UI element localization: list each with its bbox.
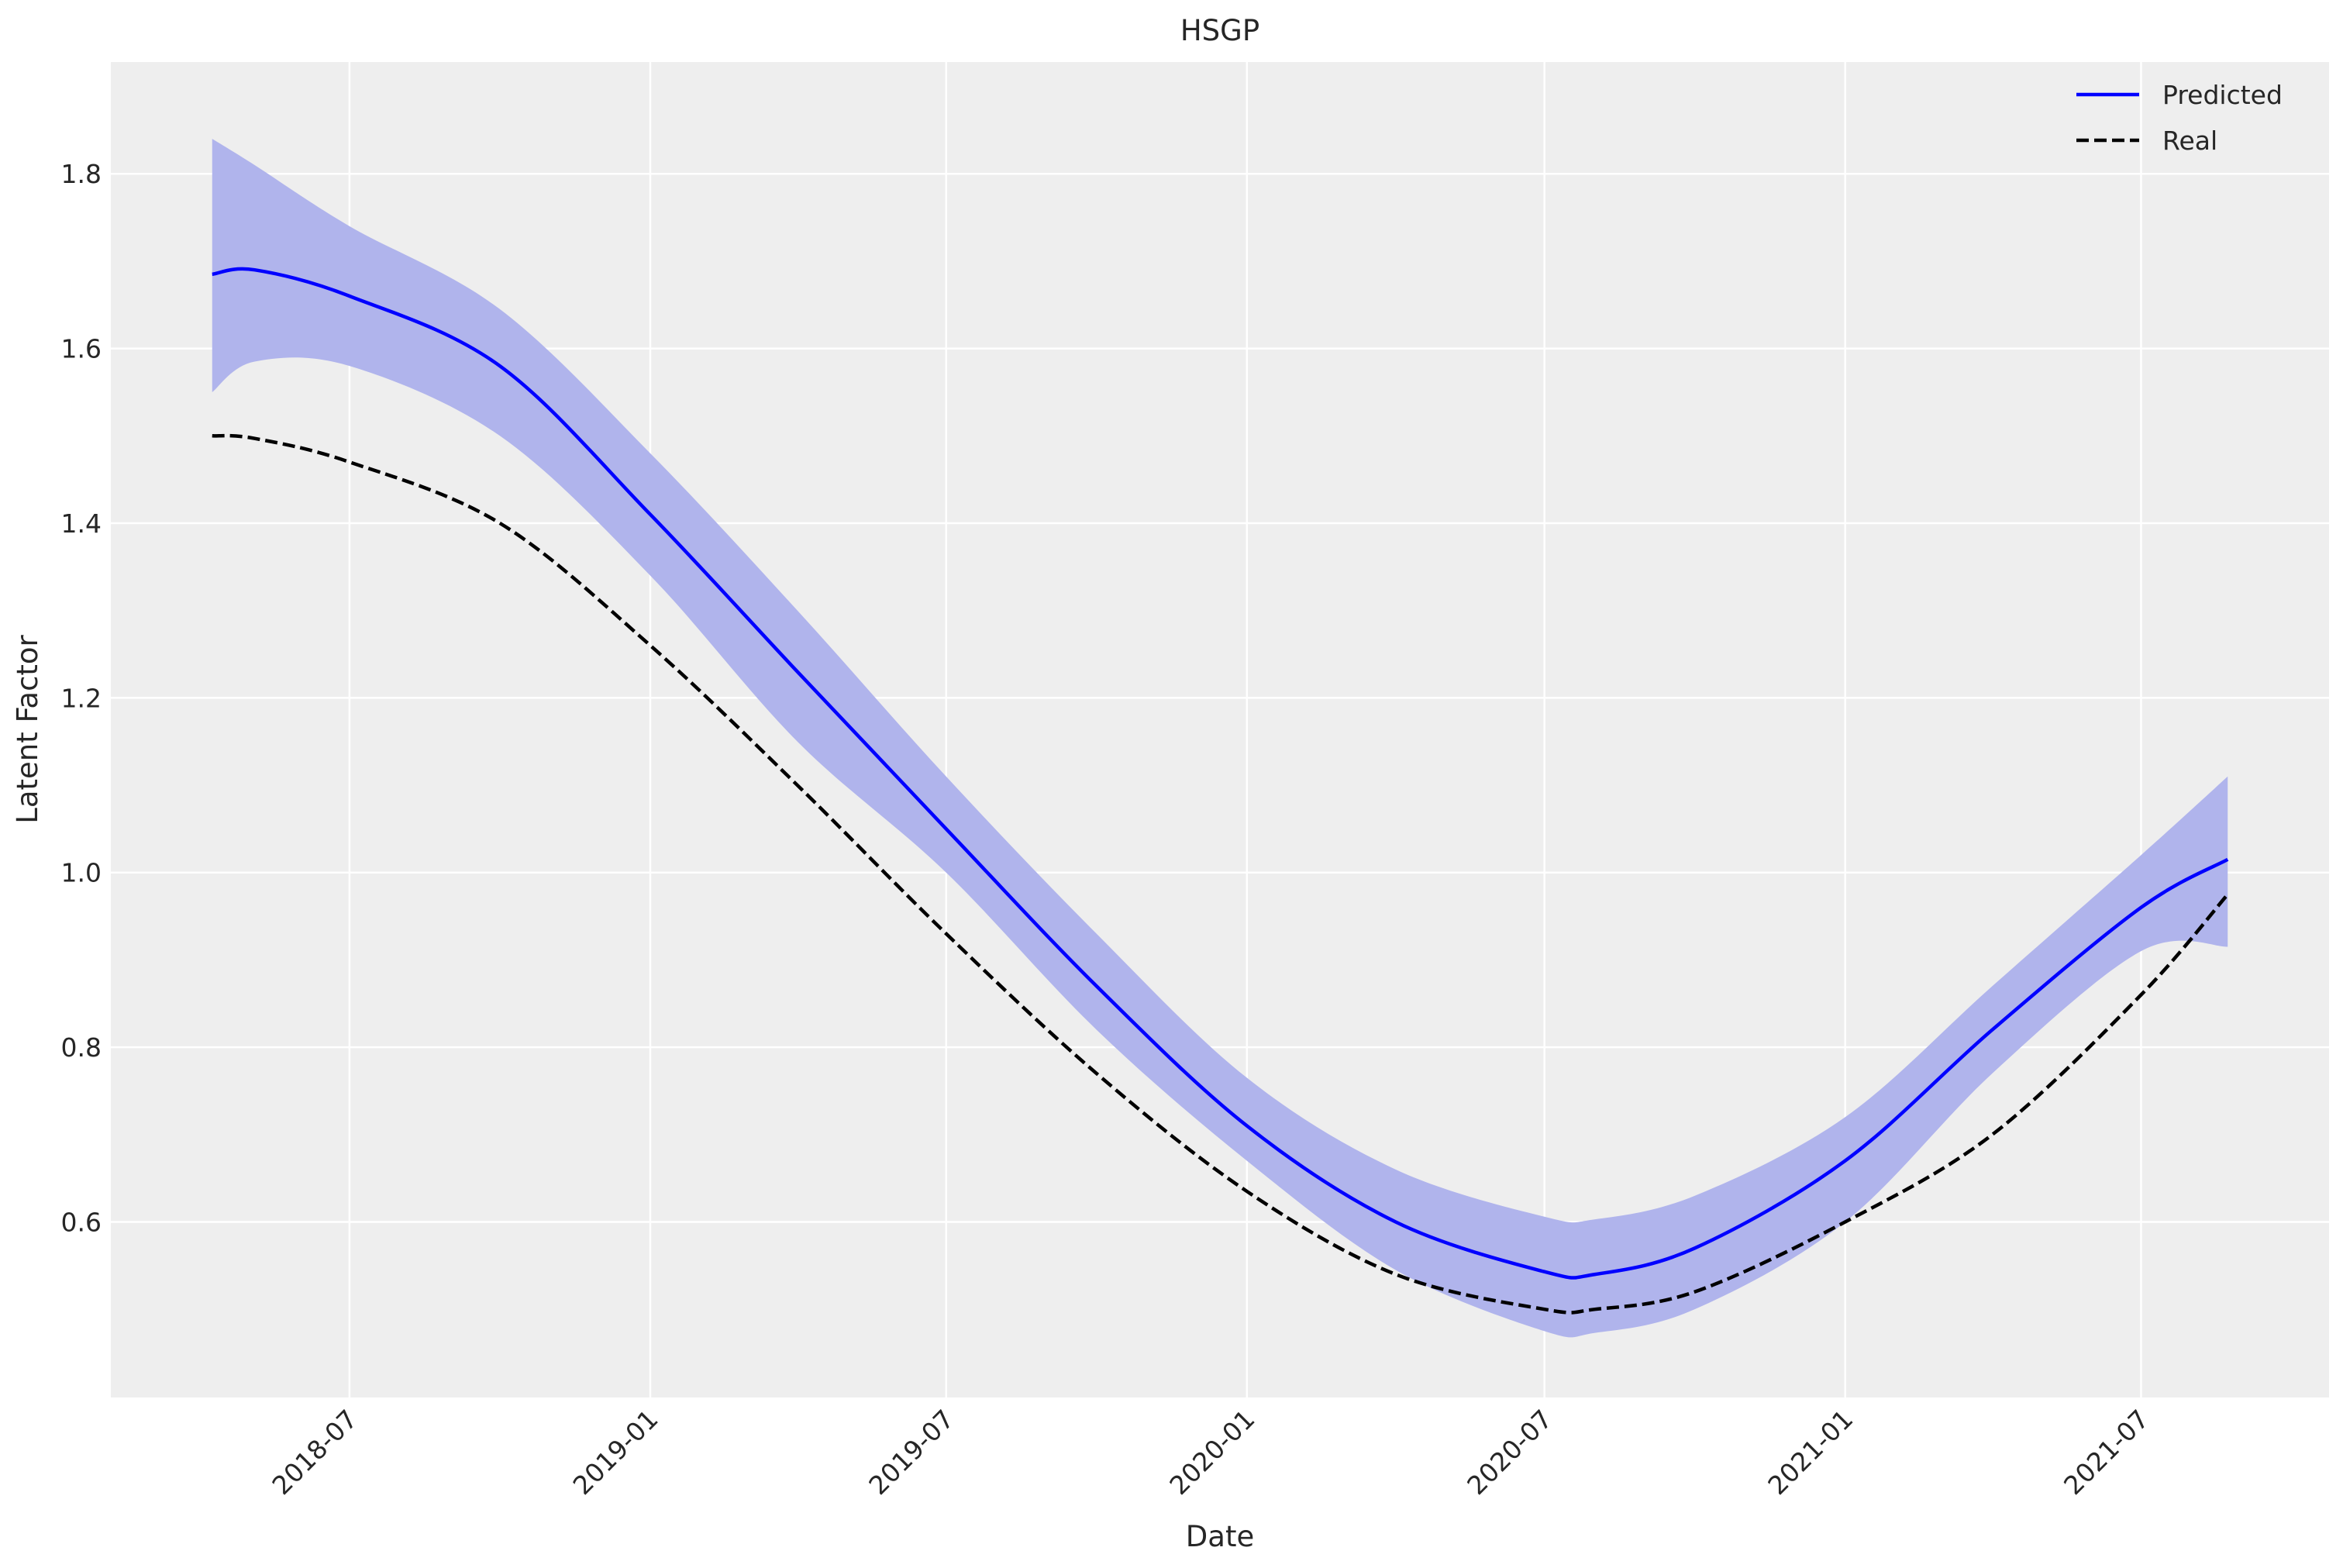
y-tick-label: 1.2: [61, 683, 102, 713]
y-tick-label: 0.6: [61, 1207, 102, 1237]
x-tick-label: 2018-07: [266, 1404, 363, 1501]
x-axis-label: Date: [1186, 1520, 1254, 1553]
x-tick-label: 2020-07: [1461, 1404, 1558, 1501]
x-tick-label: 2019-07: [863, 1404, 960, 1501]
y-tick-label: 1.0: [61, 858, 102, 888]
x-tick-label: 2019-01: [567, 1404, 664, 1501]
y-tick-label: 1.8: [61, 159, 102, 189]
credible-interval-band: [212, 139, 2228, 1338]
y-tick-label: 0.8: [61, 1032, 102, 1063]
series-real-line: [212, 433, 2229, 1315]
legend: Predicted Real: [2076, 80, 2283, 156]
series-predicted-line: [212, 267, 2229, 1280]
x-tick-label: 2021-07: [2058, 1404, 2155, 1501]
y-tick-label: 1.4: [61, 508, 102, 539]
x-tick-label: 2020-01: [1163, 1404, 1260, 1501]
y-axis-label: Latent Factor: [11, 634, 44, 823]
y-tick-label: 1.6: [61, 334, 102, 364]
legend-real-label: Real: [2162, 126, 2217, 156]
plot-background: [111, 62, 2329, 1397]
grid: [111, 62, 2329, 1397]
chart-title: HSGP: [1180, 14, 1259, 47]
x-tick-label: 2021-01: [1762, 1404, 1859, 1501]
legend-predicted-label: Predicted: [2162, 80, 2283, 110]
